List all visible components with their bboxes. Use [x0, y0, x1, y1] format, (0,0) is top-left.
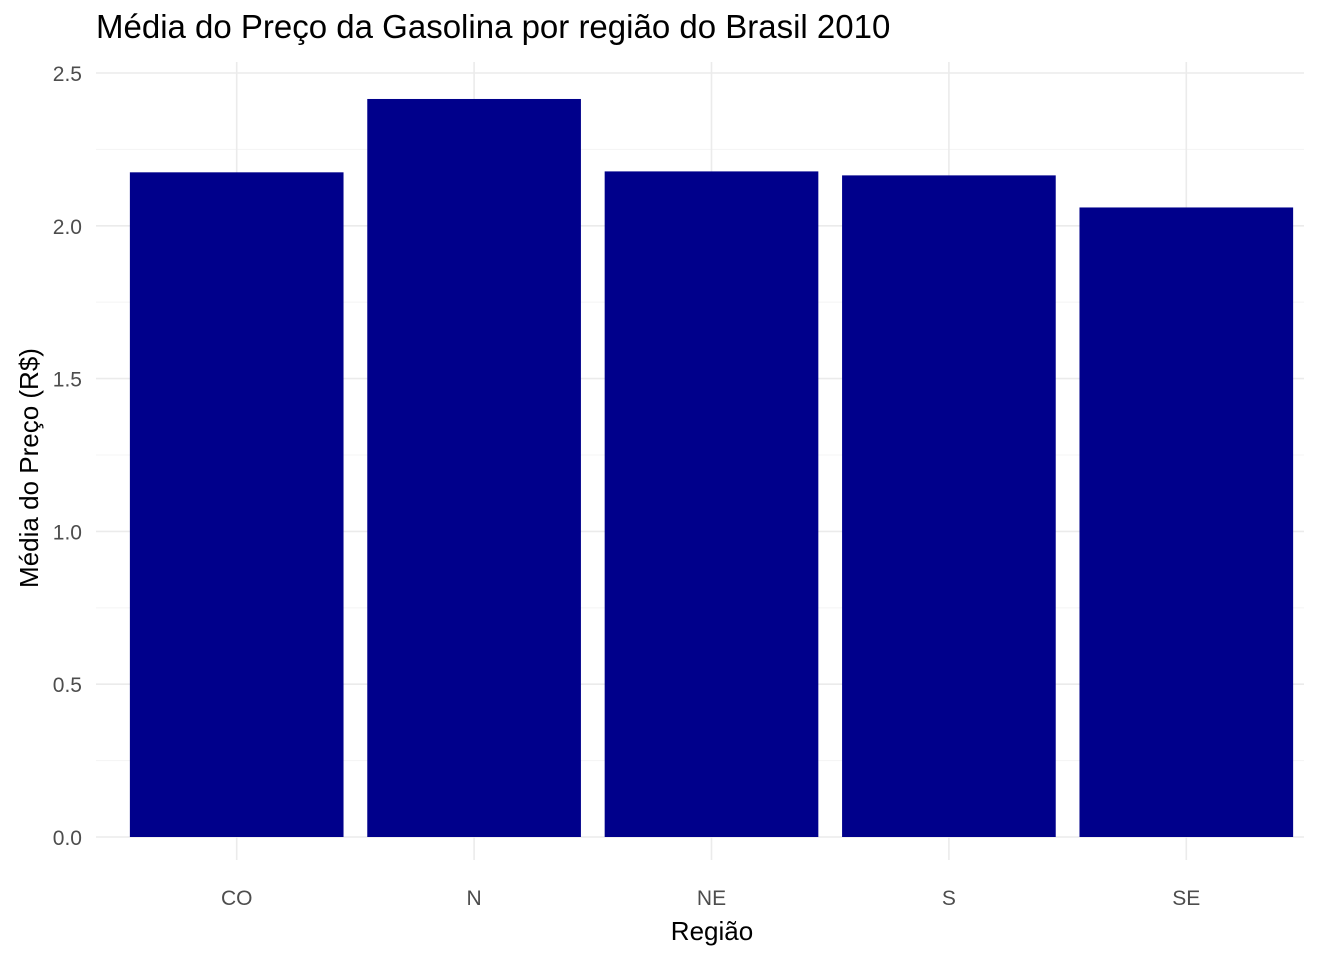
y-tick-label: 1.5 [53, 369, 82, 392]
y-tick-label: 2.5 [53, 63, 82, 86]
x-tick-label: SE [1172, 887, 1200, 910]
x-axis-label: Região [671, 916, 753, 946]
y-tick-label: 0.0 [53, 827, 82, 850]
x-tick-label: S [942, 887, 956, 910]
y-tick-label: 1.0 [53, 521, 82, 544]
bar-s [842, 175, 1056, 838]
y-axis-label: Média do Preço (R$) [14, 348, 44, 588]
y-tick-label: 2.0 [53, 216, 82, 239]
chart-title: Média do Preço da Gasolina por região do… [96, 8, 891, 45]
bar-ne [604, 171, 819, 837]
x-tick-label: N [467, 887, 482, 910]
bar-n [367, 98, 581, 837]
bar-co [129, 172, 344, 837]
x-tick-label: NE [697, 887, 726, 910]
y-tick-label: 0.5 [53, 674, 82, 697]
x-tick-label: CO [221, 887, 253, 910]
bar-se [1079, 207, 1294, 838]
